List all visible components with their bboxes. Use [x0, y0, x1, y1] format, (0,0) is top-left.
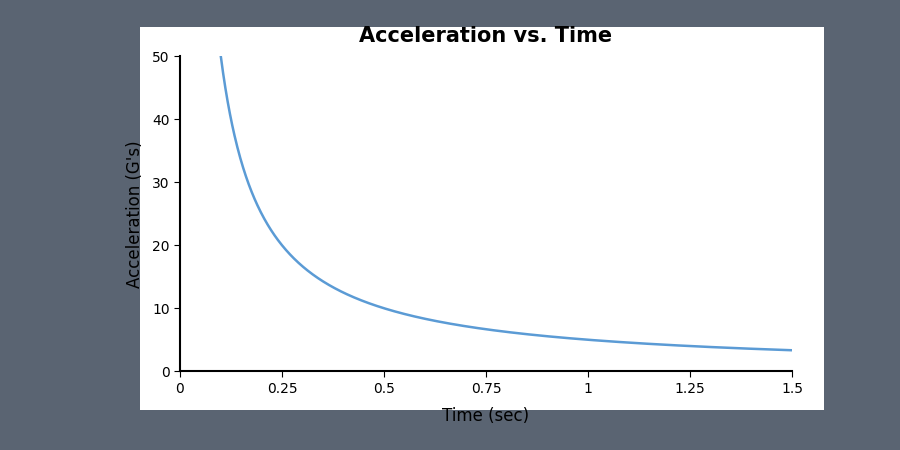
- X-axis label: Time (sec): Time (sec): [443, 407, 529, 425]
- Y-axis label: Acceleration (G's): Acceleration (G's): [126, 140, 144, 288]
- Title: Acceleration vs. Time: Acceleration vs. Time: [359, 27, 613, 46]
